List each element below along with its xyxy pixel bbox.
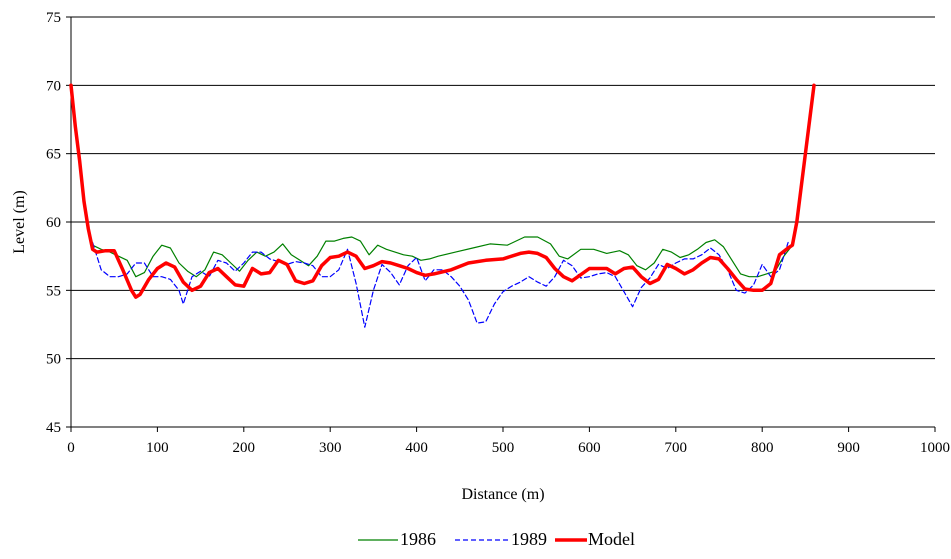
y-tick-label: 55 bbox=[46, 283, 61, 299]
legend: 1986 1989 Model bbox=[358, 529, 635, 549]
x-tick-label: 400 bbox=[405, 440, 428, 456]
x-tick-label: 500 bbox=[492, 440, 515, 456]
x-axis-title: Distance (m) bbox=[461, 486, 544, 503]
gridlines bbox=[71, 16, 935, 360]
x-tick-label: 0 bbox=[67, 440, 75, 456]
legend-label-1986: 1986 bbox=[400, 529, 436, 549]
series-lines bbox=[69, 83, 816, 328]
x-tick-label: 300 bbox=[319, 440, 342, 456]
series-line-1986 bbox=[91, 236, 794, 278]
y-tick-label: 50 bbox=[46, 352, 61, 368]
y-tick-label: 65 bbox=[46, 147, 61, 163]
y-tick-label: 70 bbox=[46, 78, 61, 94]
x-tick-label: 100 bbox=[146, 440, 169, 456]
series-line-model bbox=[69, 83, 816, 299]
x-tick-label: 1000 bbox=[920, 440, 950, 456]
y-tick-label: 75 bbox=[46, 10, 61, 26]
axis-ticks: 45 50 55 60 65 70 75 0 100 200 300 400 500 600 700 800 9… bbox=[46, 10, 950, 456]
x-tick-label: 900 bbox=[837, 440, 860, 456]
y-tick-label: 45 bbox=[46, 420, 61, 436]
y-tick-label: 60 bbox=[46, 215, 61, 231]
legend-label-1989: 1989 bbox=[511, 529, 547, 549]
x-tick-label: 800 bbox=[751, 440, 774, 456]
x-tick-label: 700 bbox=[665, 440, 688, 456]
legend-label-model: Model bbox=[588, 529, 635, 549]
y-axis-title: Level (m) bbox=[11, 190, 28, 254]
x-tick-label: 200 bbox=[233, 440, 256, 456]
x-tick-label: 600 bbox=[578, 440, 601, 456]
